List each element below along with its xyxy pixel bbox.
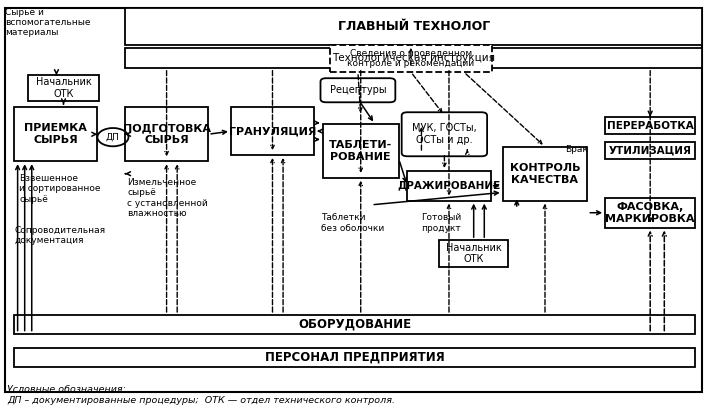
Bar xyxy=(408,171,491,201)
Bar xyxy=(125,8,703,45)
Bar xyxy=(28,75,99,101)
Text: Измельченное
сырьё
с установленной
влажностью: Измельченное сырьё с установленной влажн… xyxy=(127,178,208,218)
Text: ПЕРЕРАБОТКА: ПЕРЕРАБОТКА xyxy=(607,120,693,130)
Text: ГРАНУЛЯЦИЯ: ГРАНУЛЯЦИЯ xyxy=(229,126,316,136)
Text: Взвешенное
и сортированное
сырьё: Взвешенное и сортированное сырьё xyxy=(19,174,101,204)
Bar xyxy=(503,147,587,201)
Text: ПЕРСОНАЛ ПРЕДПРИЯТИЯ: ПЕРСОНАЛ ПРЕДПРИЯТИЯ xyxy=(265,351,445,364)
Text: Готовый
продукт: Готовый продукт xyxy=(421,213,462,232)
Bar xyxy=(231,107,314,155)
Text: ПРИЕМКА
СЫРЬЯ: ПРИЕМКА СЫРЬЯ xyxy=(24,123,87,145)
Bar xyxy=(330,45,492,72)
Bar xyxy=(125,48,703,68)
Bar xyxy=(605,142,696,159)
Bar xyxy=(125,107,208,161)
Text: КОНТРОЛЬ
КАЧЕСТВА: КОНТРОЛЬ КАЧЕСТВА xyxy=(510,163,580,184)
Bar xyxy=(14,348,696,367)
Text: Рецептуры: Рецептуры xyxy=(330,85,386,95)
Text: ПОДГОТОВКА
СЫРЬЯ: ПОДГОТОВКА СЫРЬЯ xyxy=(123,123,211,145)
Bar xyxy=(323,124,399,178)
Bar xyxy=(439,240,508,267)
Text: Сопроводительная
документация: Сопроводительная документация xyxy=(14,226,105,245)
Text: Условные обозначения:: Условные обозначения: xyxy=(7,385,126,394)
Text: Технологическая инструкция: Технологическая инструкция xyxy=(333,53,495,63)
Text: Таблетки
без оболочки: Таблетки без оболочки xyxy=(321,213,384,232)
Text: МУК, ГОСТы,
ОСТы и др.: МУК, ГОСТы, ОСТы и др. xyxy=(412,123,476,145)
Text: ДРАЖИРОВАНИЕ: ДРАЖИРОВАНИЕ xyxy=(397,181,501,191)
Text: ДП: ДП xyxy=(106,133,120,142)
Bar xyxy=(14,107,97,161)
Text: Сведения о проведенном
контроле и рекомендации: Сведения о проведенном контроле и рекоме… xyxy=(347,49,474,68)
FancyBboxPatch shape xyxy=(402,112,487,156)
Text: Сырьё и
вспомогательные
материалы: Сырьё и вспомогательные материалы xyxy=(5,8,91,38)
FancyBboxPatch shape xyxy=(320,78,396,102)
Text: ГЛАВНЫЙ ТЕХНОЛОГ: ГЛАВНЫЙ ТЕХНОЛОГ xyxy=(337,20,490,33)
Text: ДП – документированные процедуры;  ОТК — отдел технического контроля.: ДП – документированные процедуры; ОТК — … xyxy=(7,396,395,405)
Text: ТАБЛЕТИ-
РОВАНИЕ: ТАБЛЕТИ- РОВАНИЕ xyxy=(329,140,392,162)
Text: Брак: Брак xyxy=(565,145,588,154)
Text: Начальник
ОТК: Начальник ОТК xyxy=(446,243,501,265)
Bar xyxy=(605,117,696,134)
Text: Начальник
ОТК: Начальник ОТК xyxy=(35,77,91,99)
Text: ФАСОВКА,
МАРКИРОВКА: ФАСОВКА, МАРКИРОВКА xyxy=(605,202,695,224)
Bar xyxy=(14,315,696,334)
Text: ОБОРУДОВАНИЕ: ОБОРУДОВАНИЕ xyxy=(298,318,411,331)
Text: УТИЛИЗАЦИЯ: УТИЛИЗАЦИЯ xyxy=(609,145,692,155)
Bar xyxy=(605,198,696,228)
